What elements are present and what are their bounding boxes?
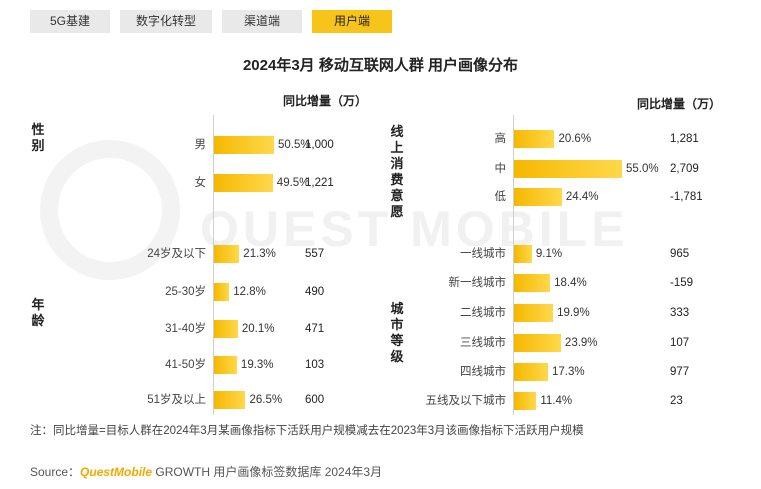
bar <box>214 391 246 409</box>
increment-value: 1,000 <box>305 139 334 151</box>
watermark-text: QUEST MOBILE <box>200 201 629 257</box>
group-label-age: 年龄 <box>31 297 45 328</box>
chart-title: 2024年3月 移动互联网人群 用户画像分布 <box>242 57 519 74</box>
bar <box>514 130 555 148</box>
value-label: 17.3% <box>551 366 585 378</box>
value-label: 19.3% <box>240 359 274 371</box>
right-increment-header: 同比增量（万） <box>637 97 722 111</box>
bar <box>214 320 238 338</box>
left-increment-header: 同比增量（万） <box>283 94 368 108</box>
value-label: 12.8% <box>233 286 266 298</box>
bar <box>514 363 548 381</box>
tab-user[interactable]: 用户端 <box>312 10 392 33</box>
category-label: 五线及以下城市 <box>425 395 507 407</box>
category-label: 四线城市 <box>460 366 506 378</box>
category-label: 41-50岁 <box>165 359 206 371</box>
category-label: 女 <box>194 177 207 189</box>
bar <box>514 334 561 352</box>
increment-value: 103 <box>305 359 325 371</box>
value-label: 26.5% <box>249 394 283 406</box>
increment-value: 471 <box>305 323 325 335</box>
bar <box>514 245 532 263</box>
tab-5g[interactable]: 5G基建 <box>30 10 110 33</box>
group-label-city: 城市等级 <box>390 301 404 364</box>
category-label: 低 <box>494 191 507 203</box>
value-label: 23.9% <box>564 337 598 349</box>
value-label: 11.4% <box>540 395 573 407</box>
category-label: 三线城市 <box>460 337 506 349</box>
source-suffix: GROWTH 用户画像标签数据库 2024年3月 <box>152 465 383 479</box>
brand-name: QuestMobile <box>80 465 153 479</box>
increment-value: -159 <box>670 277 694 289</box>
value-label: 18.4% <box>554 277 587 289</box>
increment-value: 107 <box>670 337 690 349</box>
bar <box>214 136 274 154</box>
value-label: 9.1% <box>535 248 563 260</box>
increment-value: 2,709 <box>670 163 699 175</box>
category-label: 51岁及以上 <box>147 394 206 406</box>
increment-value: 490 <box>305 286 325 298</box>
category-label: 24岁及以下 <box>147 248 206 260</box>
value-label: 55.0% <box>626 163 659 175</box>
bar <box>514 392 537 410</box>
value-label: 24.4% <box>565 191 599 203</box>
bar <box>514 304 554 322</box>
group-label-gender: 性别 <box>31 122 45 153</box>
category-label: 高 <box>494 133 507 145</box>
increment-value: 600 <box>305 394 325 406</box>
category-label: 男 <box>194 139 207 151</box>
value-label: 20.6% <box>558 133 592 145</box>
bar <box>514 188 562 206</box>
increment-value: 977 <box>670 366 690 378</box>
category-label: 25-30岁 <box>165 286 206 298</box>
increment-value: -1,781 <box>670 191 703 203</box>
category-label: 一线城市 <box>460 248 506 260</box>
source-line: Source：QuestMobile GROWTH 用户画像标签数据库 2024… <box>30 463 382 480</box>
group-label-consumption: 线上消费意愿 <box>390 124 404 219</box>
increment-value: 1,221 <box>305 177 334 189</box>
category-label: 二线城市 <box>460 307 506 319</box>
increment-value: 557 <box>305 248 325 260</box>
tab-channel[interactable]: 渠道端 <box>222 10 302 33</box>
category-label: 中 <box>494 163 507 175</box>
increment-value: 333 <box>670 307 690 319</box>
source-prefix: Source： <box>30 465 81 479</box>
left-axis-line <box>213 115 214 415</box>
bar <box>514 274 551 292</box>
value-label: 19.9% <box>557 307 590 319</box>
value-label: 21.3% <box>243 248 276 260</box>
increment-value: 965 <box>670 248 690 260</box>
tab-digital[interactable]: 数字化转型 <box>120 10 212 33</box>
increment-value: 1,281 <box>670 133 699 145</box>
bar <box>214 174 273 192</box>
value-label: 50.5% <box>278 139 311 151</box>
increment-value: 23 <box>670 395 683 407</box>
category-label: 新一线城市 <box>448 277 507 289</box>
value-label: 20.1% <box>241 323 275 335</box>
bar <box>214 283 230 301</box>
category-label: 31-40岁 <box>165 323 206 335</box>
bar <box>214 245 240 263</box>
bar <box>514 160 622 178</box>
footnote: 注：同比增量=目标人群在2024年3月某画像指标下活跃用户规模减去在2023年3… <box>30 425 584 437</box>
right-axis-line <box>513 115 514 415</box>
bar <box>214 356 237 374</box>
value-label: 49.5% <box>276 177 310 189</box>
